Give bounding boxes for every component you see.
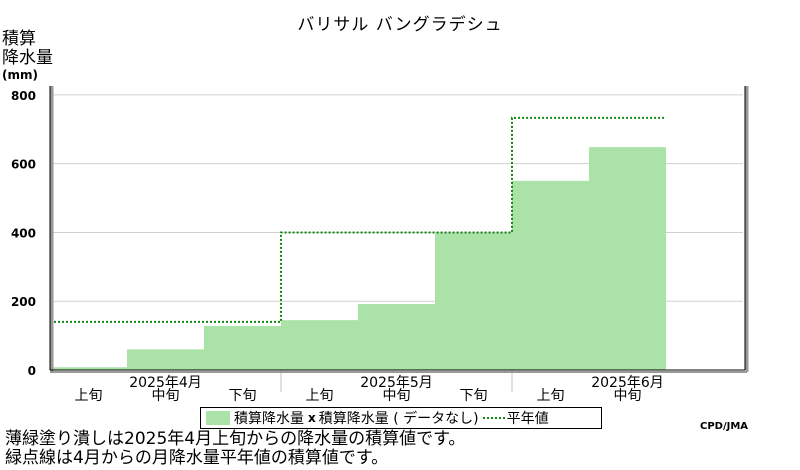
x-tick-label: 中旬 xyxy=(383,388,411,404)
month-label: 2025年4月 xyxy=(129,375,202,391)
bar xyxy=(204,325,281,370)
month-label: 2025年5月 xyxy=(360,375,433,391)
x-tick-label: 上旬 xyxy=(537,388,565,404)
y-axis-label: 積算 降水量 (mm) xyxy=(2,29,53,83)
normal-step-line xyxy=(50,116,666,323)
bar xyxy=(127,349,204,370)
legend-marker-nodata: x xyxy=(308,411,316,425)
footnote-1: 薄緑塗り潰しは2025年4月上旬からの降水量の積算値です。 xyxy=(5,429,466,449)
y-axis-label-line1: 積算 xyxy=(2,29,36,49)
bar xyxy=(435,233,512,370)
x-tick-label: 上旬 xyxy=(306,388,334,404)
credit-label: CPD/JMA xyxy=(700,421,749,432)
y-tick-label: 0 xyxy=(28,364,36,378)
bar xyxy=(589,147,666,370)
y-tick-label: 400 xyxy=(11,226,36,240)
y-axis-label-line2: 降水量 xyxy=(2,48,53,68)
x-tick-label: 下旬 xyxy=(229,388,257,404)
y-tick-label: 800 xyxy=(11,89,36,103)
bar xyxy=(512,180,589,370)
x-tick-label: 中旬 xyxy=(152,388,180,404)
y-tick-label: 600 xyxy=(11,158,36,172)
legend-label-accumulated: 積算降水量 xyxy=(234,411,304,427)
x-tick-label: 中旬 xyxy=(614,388,642,404)
x-tick-label: 上旬 xyxy=(75,388,103,404)
legend-swatch-accumulated xyxy=(206,411,230,425)
y-tick-label: 200 xyxy=(11,295,36,309)
legend-label-normal: 平年値 xyxy=(506,411,549,427)
bar xyxy=(358,303,435,370)
footnote-2: 緑点線は4月からの月降水量平年値の積算値です。 xyxy=(5,448,389,468)
bar xyxy=(50,367,127,370)
chart-title: バリサル バングラデシュ xyxy=(297,15,503,35)
bar xyxy=(281,320,358,370)
month-label: 2025年6月 xyxy=(591,375,664,391)
y-axis-unit: (mm) xyxy=(2,68,38,82)
chart-legend: 積算降水量 x 積算降水量 ( データなし) 平年値 xyxy=(200,407,602,429)
x-tick-label: 下旬 xyxy=(460,388,488,404)
legend-label-nodata: 積算降水量 ( データなし) xyxy=(318,411,479,427)
footnotes: 薄緑塗り潰しは2025年4月上旬からの降水量の積算値です。 緑点線は4月からの月… xyxy=(5,430,465,468)
legend-line-normal xyxy=(482,417,505,419)
